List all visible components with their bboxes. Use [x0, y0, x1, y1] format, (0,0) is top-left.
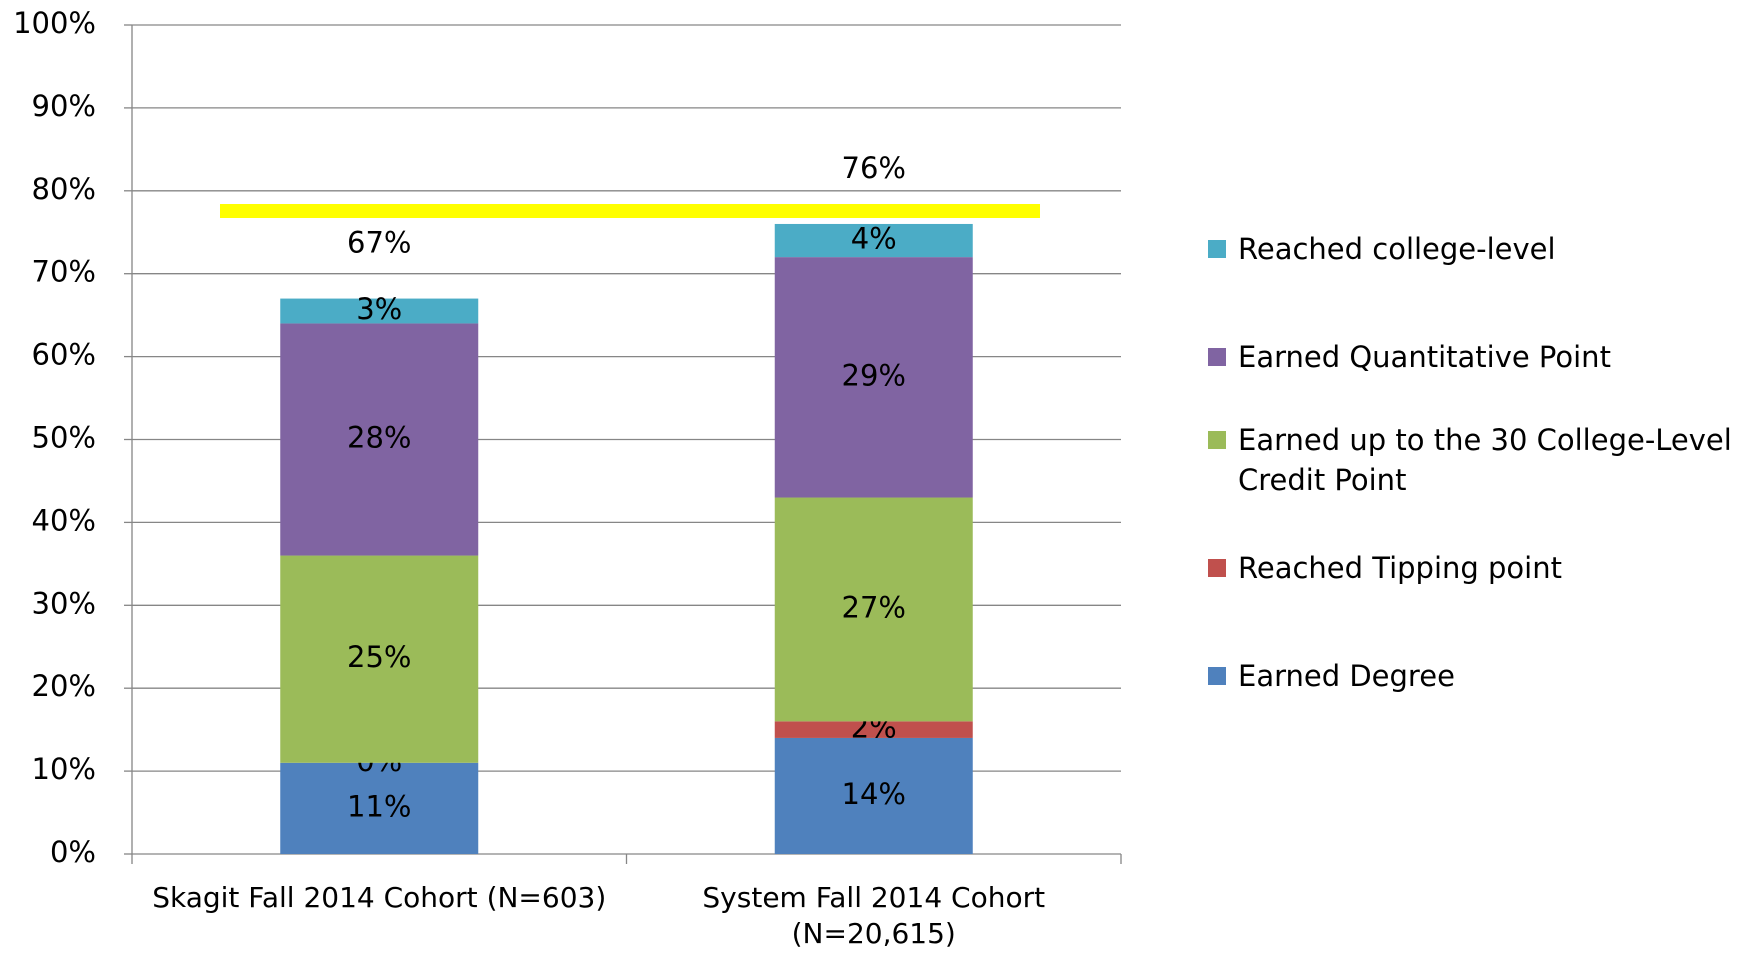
legend-label: Reached college-level — [1238, 232, 1556, 266]
legend-label: Reached Tipping point — [1238, 551, 1562, 585]
legend-label: Earned Degree — [1238, 659, 1455, 693]
data-label: 25% — [347, 640, 411, 674]
legend-label: Earned Quantitative Point — [1238, 340, 1611, 374]
y-tick-label: 20% — [32, 669, 96, 703]
y-tick-label: 0% — [50, 835, 96, 869]
y-tick-label: 30% — [32, 586, 96, 620]
x-tick-label: Skagit Fall 2014 Cohort (N=603) — [152, 881, 607, 914]
bar-segment — [774, 497, 973, 722]
y-tick-label: 80% — [32, 172, 96, 206]
data-label: 4% — [851, 222, 897, 256]
x-tick-label: System Fall 2014 Cohort (N=20,615) — [702, 881, 1046, 950]
data-label: 11% — [347, 789, 411, 823]
data-label: 28% — [347, 421, 411, 455]
data-label: 3% — [356, 292, 402, 326]
bar-segment — [280, 762, 479, 854]
legend-swatch — [1208, 431, 1226, 449]
y-tick-label: 70% — [32, 255, 96, 289]
y-tick-label: 100% — [13, 6, 96, 40]
bar-segment — [774, 257, 973, 498]
legend-label: Earned up to the 30 College-Level Credit… — [1238, 423, 1732, 497]
data-label: 27% — [842, 590, 906, 624]
legend-swatch — [1208, 240, 1226, 258]
data-label: 29% — [842, 358, 906, 392]
total-label: 76% — [842, 151, 906, 185]
bar-segment — [774, 721, 973, 738]
y-tick-label: 50% — [32, 421, 96, 455]
legend-swatch — [1208, 667, 1226, 685]
legend-swatch — [1208, 559, 1226, 577]
bar-segment — [774, 223, 973, 258]
bar-segment — [280, 298, 479, 324]
y-tick-label: 40% — [32, 503, 96, 537]
y-tick-label: 90% — [32, 89, 96, 123]
bar-segment — [280, 555, 479, 763]
legend-swatch — [1208, 348, 1226, 366]
total-label: 67% — [347, 226, 411, 260]
y-tick-label: 10% — [32, 752, 96, 786]
bar-segment — [774, 737, 973, 854]
bar-segment — [280, 323, 479, 556]
y-tick-label: 60% — [32, 338, 96, 372]
data-label: 14% — [842, 777, 906, 811]
